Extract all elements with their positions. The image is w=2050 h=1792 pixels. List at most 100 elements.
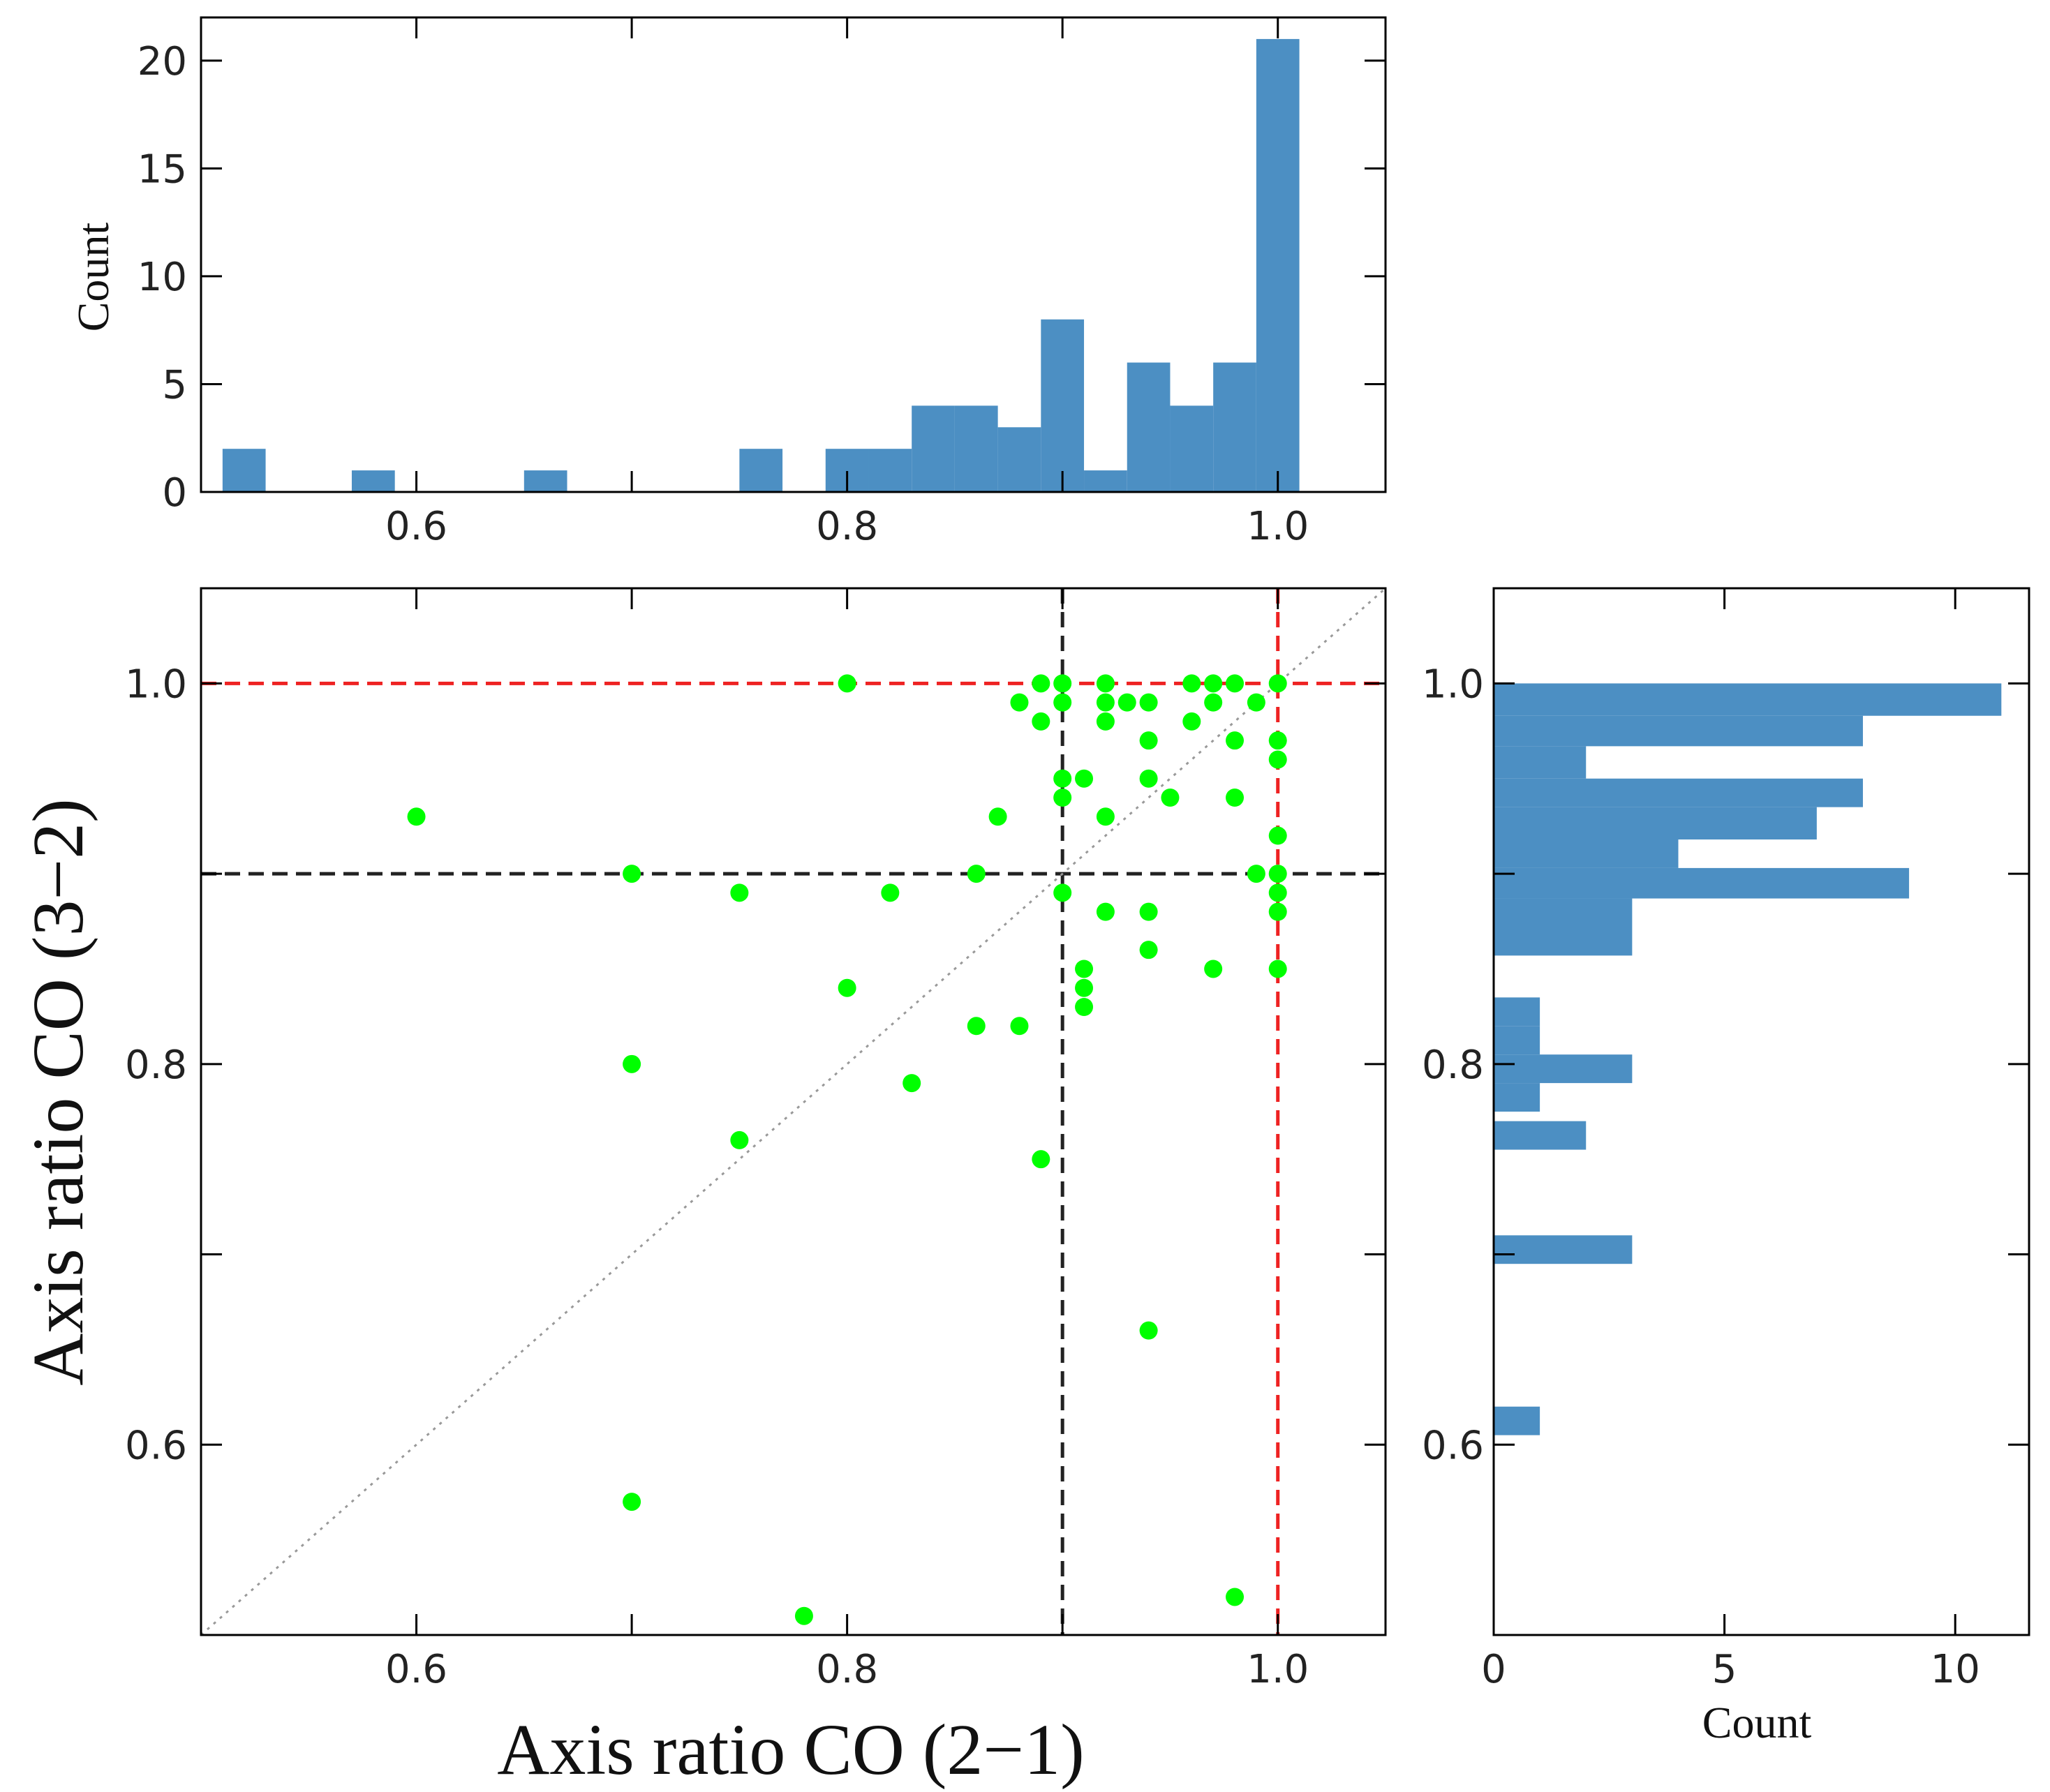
right-hist-xtick-label: 5 (1712, 1647, 1737, 1692)
right-hist-bar-14 (1494, 683, 2002, 716)
scatter-point-52 (1268, 674, 1287, 693)
main-xtick-label: 0.8 (816, 1647, 878, 1692)
scatter-point-12 (967, 1017, 986, 1036)
scatter-point-20 (1053, 693, 1072, 712)
scatter-point-9 (881, 883, 900, 902)
scatter-point-51 (1247, 865, 1265, 883)
scatter-point-36 (1139, 769, 1158, 788)
top-hist-bar-5 (868, 449, 912, 492)
main-frame (200, 587, 1387, 1636)
scatter-point-28 (1096, 674, 1115, 693)
main-xtick-label: 0.6 (385, 1647, 447, 1692)
scatter-point-48 (1226, 789, 1245, 807)
right-hist-bar-7 (1494, 898, 1633, 956)
top-hist-bar-3 (739, 449, 783, 492)
scatter-xlabel: Axis ratio CO (2−1) (497, 1710, 1084, 1790)
scatter-point-29 (1096, 693, 1115, 712)
axis-titles: Count Axis ratio CO (2−1) Axis ratio CO … (18, 223, 1811, 1790)
scatter-point-26 (1075, 978, 1094, 997)
scatter-point-31 (1096, 807, 1115, 826)
scatter-point-34 (1139, 693, 1158, 712)
scatter-point-59 (1268, 960, 1287, 978)
top-histogram-panel: 0.6 0.8 1.0 0 5 10 15 20 (138, 16, 1387, 549)
scatter-point-41 (1182, 674, 1201, 693)
right-hist-bar-13 (1494, 715, 1863, 747)
top-hist-frame (200, 16, 1387, 493)
scatter-point-58 (1268, 902, 1287, 921)
scatter-point-7 (838, 674, 856, 693)
main-xtick-label: 1.0 (1247, 1647, 1309, 1692)
top-hist-bar-13 (1213, 362, 1256, 492)
top-hist-bar-7 (954, 405, 998, 492)
scatter-point-55 (1268, 826, 1287, 845)
right-hist-bar-0 (1494, 1406, 1540, 1435)
scatter-point-6 (794, 1606, 813, 1625)
right-histogram-panel: 0 5 10 0.6 0.8 1.0 (1422, 587, 2030, 1692)
top-hist-bar-9 (1041, 319, 1085, 492)
right-hist-ytick-label: 0.8 (1422, 1043, 1484, 1088)
scatter-point-43 (1204, 674, 1223, 693)
scatter-point-2 (623, 1054, 641, 1073)
right-histogram-xlabel: Count (1702, 1698, 1812, 1747)
reference-line-diagonal-4 (201, 588, 1386, 1635)
top-hist-ytick-label: 15 (138, 147, 187, 192)
scatter-point-50 (1247, 693, 1265, 712)
scatter-point-37 (1139, 902, 1158, 921)
scatter-point-13 (988, 807, 1007, 826)
right-hist-bar-4 (1494, 1054, 1633, 1084)
scatter-point-24 (1075, 769, 1094, 788)
top-hist-bar-14 (1256, 38, 1300, 492)
right-hist-xtick-label: 0 (1481, 1647, 1506, 1692)
right-hist-bar-8 (1494, 867, 1910, 899)
scatter-point-32 (1096, 902, 1115, 921)
top-hist-ytick-label: 10 (138, 255, 187, 300)
top-hist-ytick-label: 0 (162, 470, 187, 516)
scatter-point-22 (1053, 789, 1072, 807)
scatter-point-21 (1053, 769, 1072, 788)
main-ytick-label: 0.8 (125, 1043, 187, 1088)
top-hist-xtick-label: 1.0 (1247, 504, 1309, 549)
right-hist-bar-3 (1494, 1083, 1540, 1112)
top-hist-bar-11 (1127, 362, 1171, 492)
scatter-point-27 (1075, 998, 1094, 1016)
top-histogram-ylabel: Count (68, 223, 118, 332)
scatter-point-46 (1226, 674, 1245, 693)
scatter-point-19 (1053, 674, 1072, 693)
right-hist-bar-1 (1494, 1235, 1633, 1264)
scatter-point-15 (1010, 1017, 1029, 1036)
scatter-point-57 (1268, 883, 1287, 902)
scatter-point-11 (967, 865, 986, 883)
right-hist-bar-10 (1494, 807, 1817, 839)
top-hist-bar-0 (222, 449, 266, 492)
scatter-point-18 (1032, 1150, 1050, 1169)
scatter-point-45 (1204, 960, 1223, 978)
right-hist-bar-12 (1494, 746, 1587, 779)
right-hist-frame (1492, 587, 2030, 1636)
top-hist-bar-1 (351, 470, 395, 492)
scatter-point-16 (1032, 674, 1050, 693)
top-hist-bar-2 (523, 470, 567, 492)
scatter-point-5 (730, 1130, 749, 1149)
scatter-point-56 (1268, 865, 1287, 883)
main-plot-area (201, 588, 1386, 1635)
right-hist-bar-5 (1494, 1026, 1540, 1055)
scatter-point-44 (1204, 693, 1223, 712)
top-hist-xtick-label: 0.8 (816, 504, 878, 549)
top-hist-ytick-label: 5 (162, 362, 187, 408)
right-hist-bar-9 (1494, 839, 1679, 868)
scatter-point-25 (1075, 960, 1094, 978)
scatter-point-53 (1268, 731, 1287, 750)
scatter-point-35 (1139, 731, 1158, 750)
right-hist-ytick-label: 0.6 (1422, 1423, 1484, 1468)
top-hist-bar-6 (912, 405, 955, 492)
right-hist-bar-6 (1494, 997, 1540, 1026)
scatter-ylabel: Axis ratio CO (3−2) (18, 798, 98, 1385)
scatter-point-30 (1096, 712, 1115, 731)
top-hist-bar-12 (1170, 405, 1214, 492)
top-hist-xtick-label: 0.6 (385, 504, 447, 549)
right-hist-xtick-label: 10 (1931, 1647, 1980, 1692)
top-hist-ytick-label: 20 (138, 39, 187, 84)
scatter-point-14 (1010, 693, 1029, 712)
scatter-point-38 (1139, 941, 1158, 960)
